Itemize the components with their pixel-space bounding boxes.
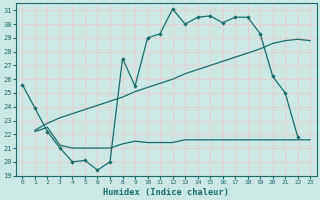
X-axis label: Humidex (Indice chaleur): Humidex (Indice chaleur) xyxy=(103,188,229,197)
